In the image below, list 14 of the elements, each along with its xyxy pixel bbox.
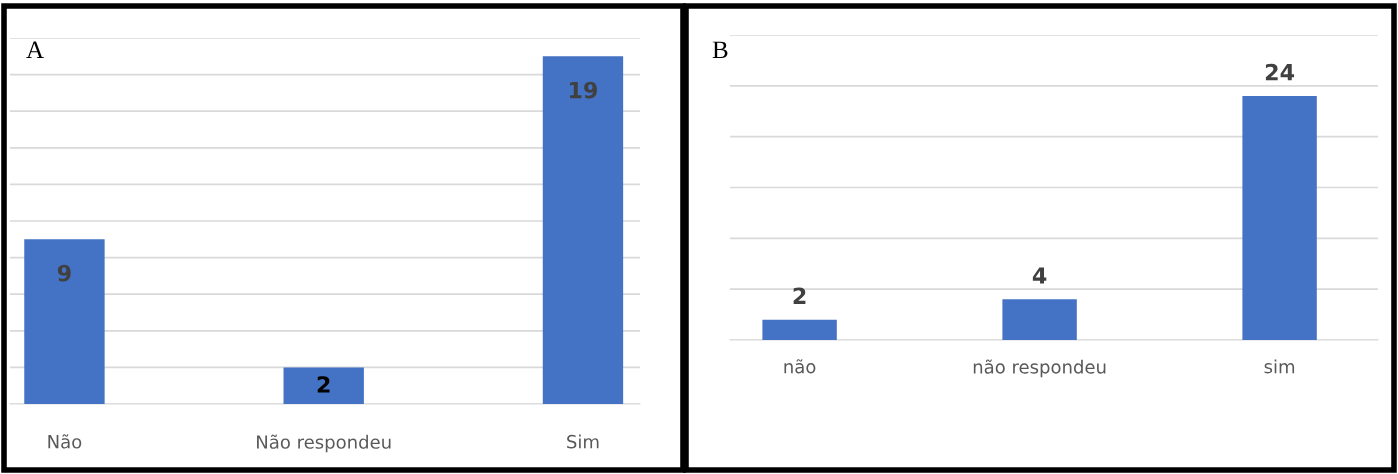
x-tick-label: Não <box>48 434 82 449</box>
chart-title: A <box>26 41 44 59</box>
x-tick-label: não <box>784 359 816 374</box>
x-tick-label: sim <box>1264 359 1295 374</box>
x-tick-label: Sim <box>567 434 599 449</box>
data-label: 2 <box>793 287 806 304</box>
data-label: 19 <box>570 81 598 99</box>
data-label: 4 <box>1032 267 1047 284</box>
chart-title: B <box>712 41 728 59</box>
x-tick-label: Não respondeu <box>257 434 391 453</box>
x-tick-label: não respondeu <box>973 359 1106 378</box>
data-label: 24 <box>1265 63 1295 81</box>
data-label: 2 <box>317 376 330 393</box>
data-label: 9 <box>57 264 71 282</box>
